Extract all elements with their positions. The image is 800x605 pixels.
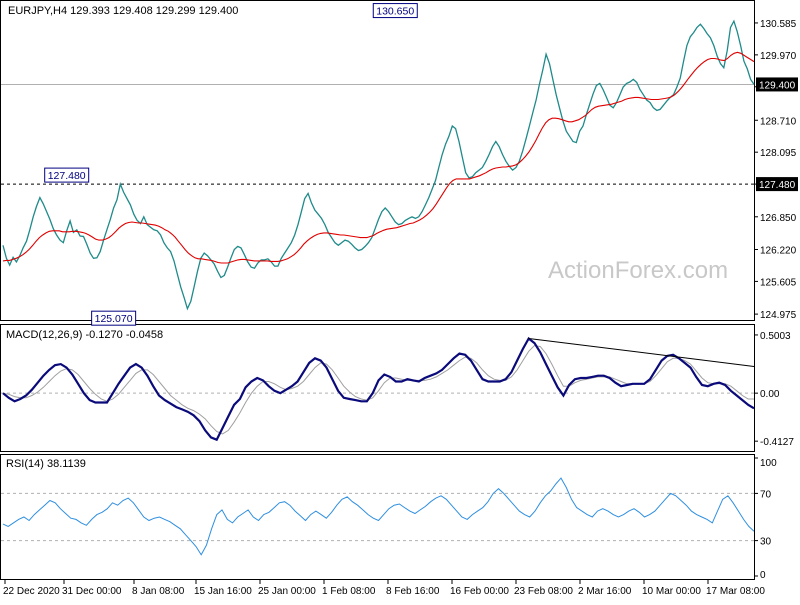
price-series <box>2 19 755 311</box>
rsi-tick-label: 0 <box>760 570 766 581</box>
x-tick-label: 10 Mar 00:00 <box>642 586 701 597</box>
price-tick-label: 124.975 <box>760 310 797 321</box>
current-price-box <box>756 77 798 92</box>
price-annotation-box <box>44 167 90 183</box>
x-tick-label: 8 Jan 08:00 <box>132 586 185 597</box>
price-annotation-box <box>91 310 137 326</box>
level-box <box>756 177 798 192</box>
price-line <box>2 19 755 311</box>
macd-tick-label: 0.5003 <box>760 331 791 342</box>
macd-trend-line <box>528 337 755 367</box>
macd-series <box>2 336 755 442</box>
price-annotation-label: 130.650 <box>376 6 414 18</box>
rsi-tick-label: 70 <box>760 489 772 500</box>
price-panel <box>0 0 755 321</box>
price-tick-label: 126.850 <box>760 213 797 224</box>
x-tick-label: 1 Feb 08:00 <box>322 586 376 597</box>
rsi-line <box>2 477 755 556</box>
x-tick-label: 2 Mar 16:00 <box>578 586 632 597</box>
price-tick-label: 126.220 <box>760 245 797 256</box>
price-annotation-label: 127.480 <box>48 170 86 182</box>
x-tick-label: 17 Mar 08:00 <box>706 586 765 597</box>
moving-average-line <box>2 51 755 264</box>
current-price-label: 129.400 <box>759 80 796 91</box>
x-tick-label: 8 Feb 16:00 <box>386 586 440 597</box>
x-tick-label: 22 Dec 2020 <box>3 586 60 597</box>
macd-axis: 0.5003 0.00 -0.4127 <box>754 331 794 448</box>
price-grid <box>1 83 754 185</box>
rsi-tick-label: 30 <box>760 537 772 548</box>
rsi-axis: 100 70 30 0 <box>754 457 777 581</box>
price-annotation-label: 125.070 <box>95 313 133 325</box>
price-tick-label: 128.095 <box>760 148 797 159</box>
x-tick-label: 31 Dec 00:00 <box>62 586 122 597</box>
price-tick-label: 125.605 <box>760 277 797 288</box>
price-tick-label: 129.970 <box>760 51 797 62</box>
level-label: 127.480 <box>759 180 796 191</box>
macd-label: MACD(12,26,9) -0.1270 -0.0458 <box>6 329 163 341</box>
rsi-series <box>2 477 755 556</box>
x-tick-label: 16 Feb 00:00 <box>450 586 509 597</box>
macd-tick-label: -0.4127 <box>760 437 794 448</box>
macd-tick-label: 0.00 <box>760 389 780 400</box>
x-tick-label: 15 Jan 16:00 <box>194 586 252 597</box>
price-annotation-box <box>372 3 418 19</box>
chart-header: EURJPY,H4 129.393 129.408 129.299 129.40… <box>8 5 238 17</box>
x-axis: 22 Dec 2020 31 Dec 00:00 8 Jan 08:00 15 Jan… <box>3 580 765 597</box>
price-tick-label: 130.585 <box>760 19 797 30</box>
x-tick-label: 23 Feb 08:00 <box>514 586 573 597</box>
x-tick-label: 25 Jan 00:00 <box>258 586 316 597</box>
macd-panel <box>0 324 755 452</box>
rsi-label: RSI(14) 38.1139 <box>6 458 86 470</box>
rsi-tick-label: 100 <box>760 458 777 469</box>
price-tick-label: 128.710 <box>760 116 797 127</box>
price-axis: 130.585129.970129.355128.710128.095127.4… <box>754 19 798 321</box>
watermark: ActionForex.com <box>548 257 728 284</box>
price-annotations: 127.480 125.070 130.650 <box>44 3 418 326</box>
macd-line <box>2 336 755 442</box>
rsi-panel <box>0 454 755 580</box>
